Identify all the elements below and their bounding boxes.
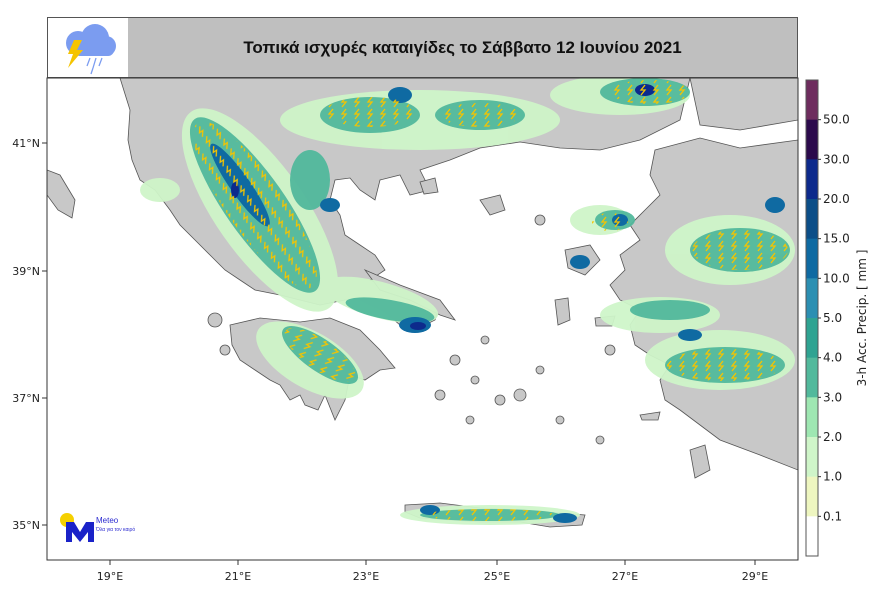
- lon-tick: 27°E: [612, 570, 638, 583]
- colorbar-segment: [806, 199, 818, 240]
- lon-tick: 29°E: [742, 570, 768, 583]
- lon-tick: 23°E: [353, 570, 379, 583]
- storm-cloud-icon: [48, 18, 128, 77]
- colorbar-tick-label: 0.1: [823, 509, 842, 523]
- colorbar-tick-label: 15.0: [823, 232, 850, 246]
- lon-tick: 25°E: [484, 570, 510, 583]
- colorbar: 50.0 30.0 20.0 15.0 10.0 5.0 4.0 3.0 2.0 1.0 0.1: [805, 79, 850, 557]
- colorbar-segment: [806, 119, 818, 160]
- colorbar-tick-label: 20.0: [823, 192, 850, 206]
- colorbar-tick-label: 10.0: [823, 271, 850, 285]
- lat-tick: 39°N: [12, 265, 40, 278]
- lat-tick: 35°N: [12, 519, 40, 532]
- colorbar-segment: [806, 516, 818, 557]
- colorbar-tick-label: 4.0: [823, 351, 842, 365]
- lon-tick: 19°E: [97, 570, 123, 583]
- lon-tick: 21°E: [225, 570, 251, 583]
- colorbar-segment: [806, 357, 818, 398]
- colorbar-tick-label: 50.0: [823, 113, 850, 127]
- title-bar: Τοπικά ισχυρές καταιγίδες το Σάββατο 12 …: [47, 17, 798, 78]
- colorbar-tick-label: 3.0: [823, 390, 842, 404]
- colorbar-tick-label: 2.0: [823, 430, 842, 444]
- colorbar-segment: [806, 397, 818, 438]
- lightning-overlay: [193, 80, 788, 521]
- colorbar-tick-label: 5.0: [823, 311, 842, 325]
- map-frame: [46, 77, 799, 561]
- colorbar-segment: [806, 278, 818, 319]
- lon-axis: 19°E 21°E 23°E 25°E 27°E 29°E: [97, 560, 768, 583]
- colorbar-segment: [806, 318, 818, 359]
- colorbar-segment: [806, 159, 818, 200]
- lat-tick: 37°N: [12, 392, 40, 405]
- logo-slogan: Όλα για τον καιρό: [96, 527, 136, 533]
- logo-name: Meteo: [96, 516, 119, 525]
- lat-axis: 41°N 39°N 37°N 35°N: [12, 137, 47, 532]
- colorbar-segment: [806, 238, 818, 279]
- colorbar-segment: [806, 80, 818, 121]
- lat-tick: 41°N: [12, 137, 40, 150]
- colorbar-label: 3-h Acc. Precip. [ mm ]: [855, 250, 869, 387]
- meteo-logo: Meteo Όλα για τον καιρό: [58, 512, 148, 546]
- colorbar-segment: [806, 437, 818, 478]
- colorbar-tick-label: 30.0: [823, 152, 850, 166]
- colorbar-segment: [806, 476, 818, 517]
- colorbar-tick-label: 1.0: [823, 470, 842, 484]
- page-title: Τοπικά ισχυρές καταιγίδες το Σάββατο 12 …: [243, 38, 682, 57]
